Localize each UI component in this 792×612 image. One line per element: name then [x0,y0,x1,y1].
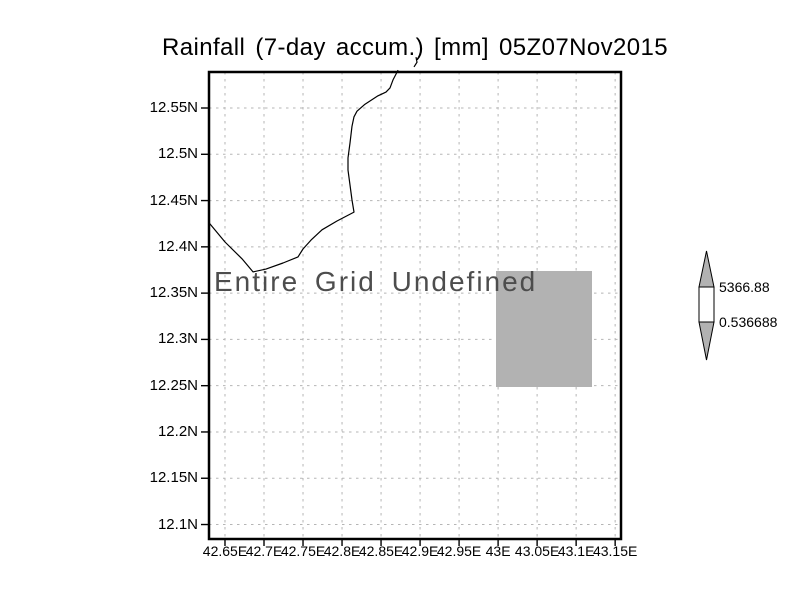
entire-grid-undefined-text: Entire Grid Undefined [214,266,538,297]
y-tick-label: 12.35N [149,284,198,302]
y-tick-label: 12.5N [157,145,198,163]
x-tick-label: 42.85E [358,543,404,559]
plot-title: Rainfall (7-day accum.) [mm] 05Z07Nov201… [162,34,668,61]
y-tick-label: 12.1N [157,515,198,533]
y-tick-label: 12.2N [157,422,198,440]
colorbar-range-box [698,286,715,323]
y-tick-label: 12.4N [157,237,198,255]
colorbar-arrow-down [698,321,715,361]
x-tick-label: 42.75E [280,543,326,559]
x-tick-label: 42.8E [323,543,361,559]
y-tick-label: 12.45N [149,191,198,209]
x-tick-label: 43E [485,543,511,559]
x-tick-label: 42.9E [401,543,439,559]
x-tick-label: 42.95E [436,543,482,559]
y-tick-label: 12.25N [149,376,198,394]
x-tick-label: 43.05E [514,543,560,559]
y-tick-label: 12.55N [149,99,198,116]
plot-frame [207,70,623,541]
x-tick-label: 43.15E [592,543,638,559]
x-tick-label: 43.1E [557,543,595,559]
coastline-fragment [413,56,418,68]
x-tick-label: 42.7E [245,543,283,559]
x-tick-label: 42.65E [202,543,248,559]
y-tick-label: 12.3N [157,330,198,348]
undefined-data-region [495,270,592,387]
y-tick-label: 12.15N [149,469,198,487]
coastline-path [208,69,399,273]
colorbar-max-label: 5366.88 [719,279,770,295]
colorbar-min-label: 0.536688 [719,314,778,330]
colorbar-arrow-up [698,250,715,288]
